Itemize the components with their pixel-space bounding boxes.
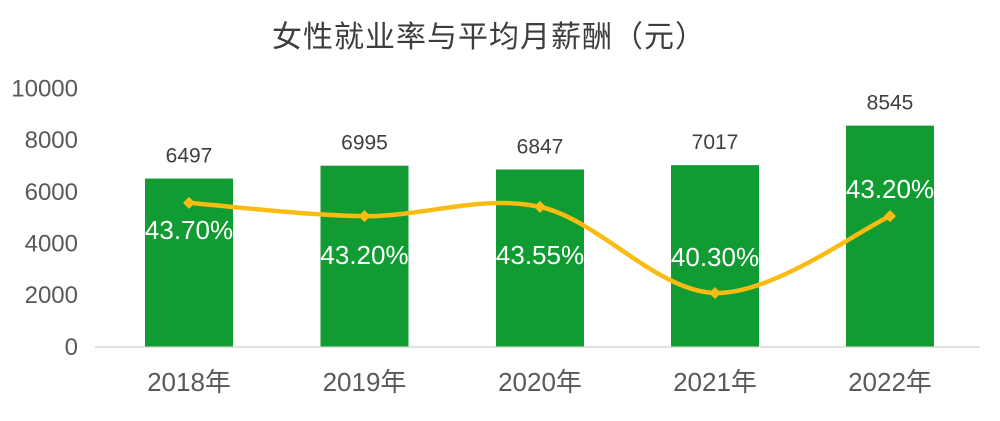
bar-value-label: 8545 <box>867 92 914 115</box>
rate-point-marker-2020年 <box>534 200 546 213</box>
x-axis-category-label: 2019年 <box>323 367 407 397</box>
x-axis-category-label: 2021年 <box>673 367 757 397</box>
y-axis-tick-label: 4000 <box>25 231 78 258</box>
rate-value-label: 43.70% <box>145 215 233 245</box>
y-axis-tick-label: 6000 <box>25 179 78 206</box>
y-axis-tick-label: 0 <box>65 334 78 361</box>
y-axis-tick-label: 8000 <box>25 127 78 154</box>
x-axis-category-label: 2018年 <box>147 367 231 397</box>
rate-value-label: 40.30% <box>671 242 759 272</box>
bar-2022年 <box>846 125 934 347</box>
y-axis-tick-label: 10000 <box>11 75 78 102</box>
bar-2021年 <box>671 165 759 347</box>
x-axis-category-label: 2020年 <box>498 367 582 397</box>
bar-2020年 <box>496 169 584 347</box>
bar-value-label: 6497 <box>166 145 213 168</box>
rate-value-label: 43.20% <box>320 240 408 270</box>
rate-point-marker-2022年 <box>884 210 896 223</box>
chart-title: 女性就业率与平均月薪酬（元） <box>272 21 706 54</box>
rate-point-marker-2021年 <box>709 287 721 299</box>
bar-value-label: 6995 <box>341 132 388 155</box>
bar-value-label: 6847 <box>517 136 564 159</box>
bar-2019年 <box>320 165 409 347</box>
rate-value-label: 43.20% <box>846 174 934 204</box>
rate-point-marker-2018年 <box>183 196 195 209</box>
bar-value-label: 7017 <box>692 131 739 154</box>
x-axis-category-label: 2022年 <box>848 367 932 397</box>
rate-point-marker-2019年 <box>358 210 371 223</box>
rate-value-label: 43.55% <box>496 240 584 270</box>
y-axis-tick-label: 2000 <box>25 282 78 309</box>
